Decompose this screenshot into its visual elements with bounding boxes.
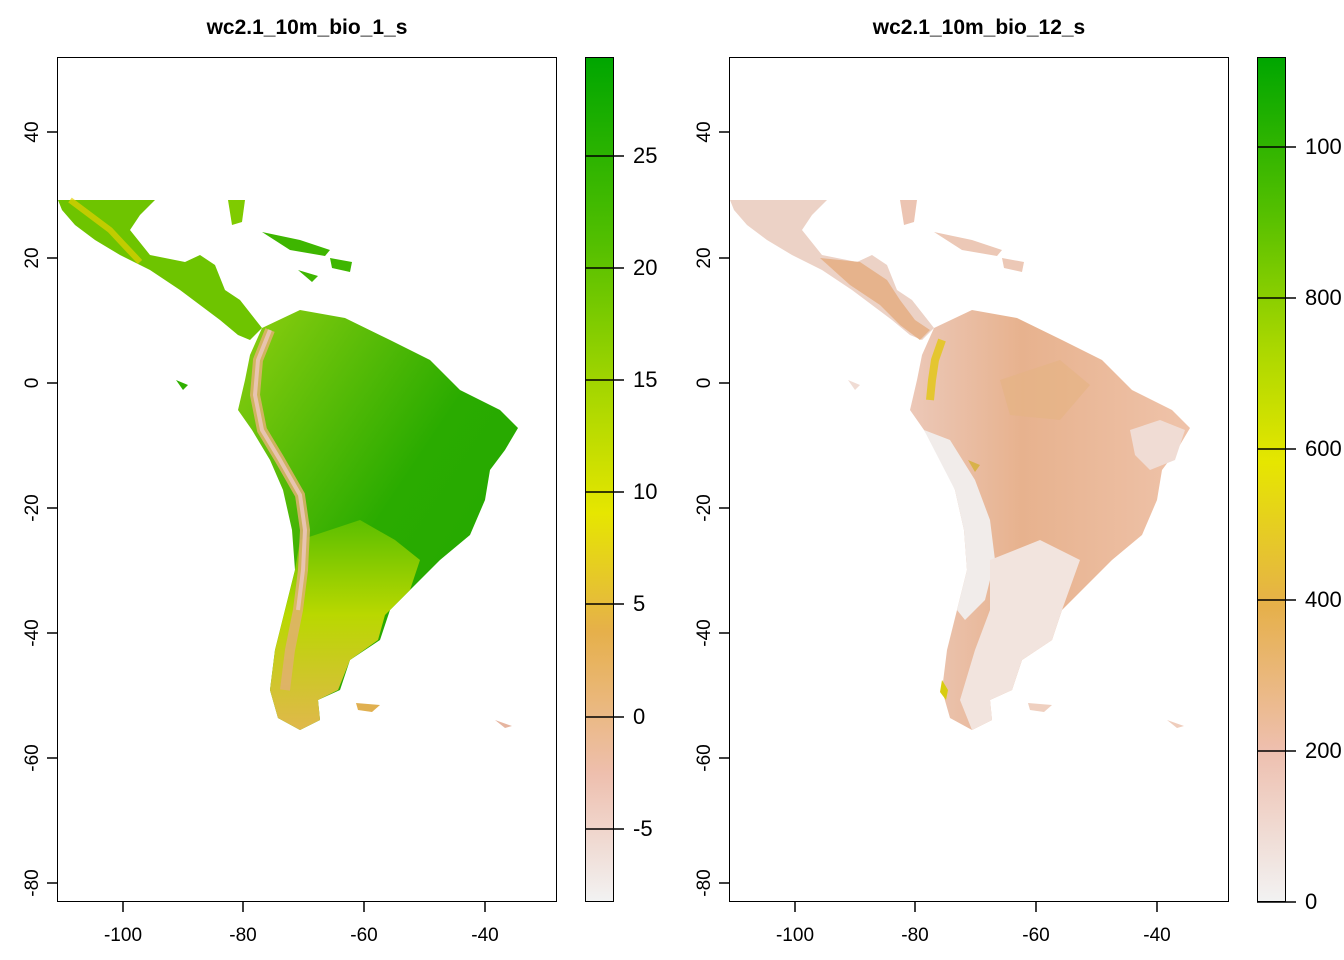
xtick-label: -40 <box>471 925 499 946</box>
panel-title-bio1: wc2.1_10m_bio_1_s <box>206 16 408 39</box>
xtick-label: -100 <box>775 925 815 946</box>
xtick-label: -100 <box>103 925 143 946</box>
legend-label: 10 <box>633 479 658 504</box>
xtick-label: -80 <box>229 925 257 946</box>
legend-label: 0 <box>633 704 646 729</box>
xtick-label: -60 <box>1022 925 1050 946</box>
legend-label: -5 <box>633 816 653 841</box>
legend-label: 20 <box>633 255 658 280</box>
land-south-america-bio1 <box>176 310 518 730</box>
legend-label: 25 <box>633 143 658 168</box>
legend-label: 15 <box>633 367 658 392</box>
xtick-label: -60 <box>350 925 378 946</box>
legend-label: 400 <box>1305 587 1342 612</box>
xtick-label: -40 <box>1143 925 1171 946</box>
xtick-label: -80 <box>901 925 929 946</box>
map-frame-bio12 <box>729 57 1229 902</box>
land-north-america-bio1 <box>58 197 352 340</box>
panel-title-bio12: wc2.1_10m_bio_12_s <box>872 16 1086 39</box>
map-frame-bio1 <box>57 57 557 902</box>
legend-label: 5 <box>633 591 646 616</box>
legend-colorbar-bio1 <box>585 57 614 902</box>
legend-label: 200 <box>1305 738 1342 763</box>
legend-label: 600 <box>1305 436 1342 461</box>
land-south-america-bio12 <box>848 310 1190 730</box>
legend-label: 800 <box>1305 285 1342 310</box>
legend-label: 0 <box>1305 889 1318 914</box>
legend-label: 100 <box>1305 134 1342 159</box>
land-north-america-bio12 <box>730 200 1024 340</box>
